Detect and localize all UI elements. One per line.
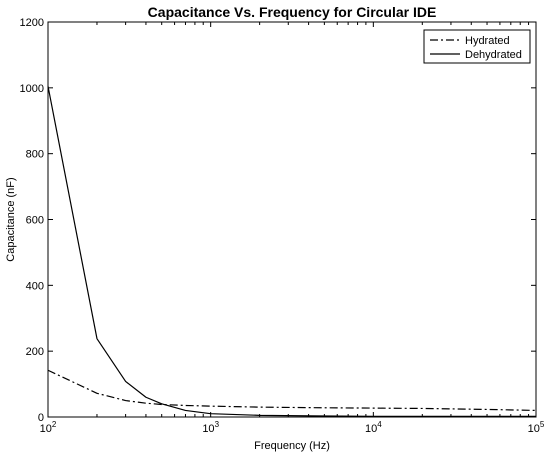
x-tick-exponent: 4 xyxy=(377,420,382,429)
plot-frame xyxy=(47,21,537,418)
x-axis-label: Frequency (Hz) xyxy=(254,440,330,452)
legend-label-dehydrated: Dehydrated xyxy=(465,49,522,61)
y-tick-label: 200 xyxy=(26,346,44,358)
y-tick-label: 1200 xyxy=(20,17,44,29)
y-tick-label: 400 xyxy=(26,280,44,292)
y-tick-label: 600 xyxy=(26,215,44,227)
x-tick-label: 103 xyxy=(202,420,219,435)
x-tick-label: 102 xyxy=(40,420,57,435)
chart-title: Capacitance Vs. Frequency for Circular I… xyxy=(148,4,437,20)
y-tick-label: 0 xyxy=(38,412,44,424)
y-tick-label: 1000 xyxy=(20,83,44,95)
x-tick-label: 105 xyxy=(528,420,545,435)
x-tick-base: 10 xyxy=(365,423,377,435)
legend-box xyxy=(423,29,531,64)
x-tick-exponent: 5 xyxy=(540,420,545,429)
series-lines xyxy=(47,86,537,417)
series-line-dehydrated xyxy=(47,86,536,417)
y-tick-label: 800 xyxy=(26,149,44,161)
x-tick-label: 104 xyxy=(365,420,382,435)
x-tick-base: 10 xyxy=(528,423,540,435)
legend: Hydrated Dehydrated xyxy=(423,29,531,64)
series-line-hydrated xyxy=(47,369,537,412)
legend-label-hydrated: Hydrated xyxy=(465,35,510,47)
x-tick-exponent: 2 xyxy=(52,420,57,429)
x-tick-base: 10 xyxy=(40,423,52,435)
x-tick-exponent: 3 xyxy=(215,420,220,429)
plot-area xyxy=(47,21,537,418)
y-axis-label: Capacitance (nF) xyxy=(5,177,17,261)
x-tick-base: 10 xyxy=(202,423,214,435)
